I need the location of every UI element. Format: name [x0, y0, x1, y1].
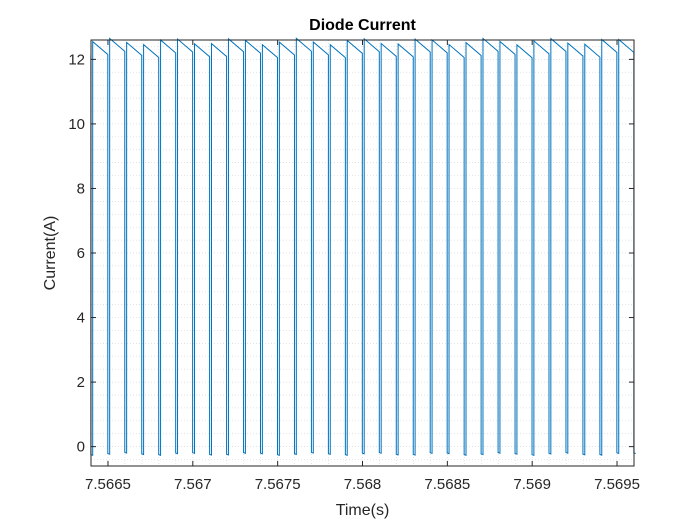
y-tick-label: 8 [77, 180, 85, 197]
x-tick-label: 7.5665 [85, 476, 131, 493]
x-tick-labels: 7.5665 7.567 7.5675 7.568 7.5685 7.569 7.5695 [85, 476, 640, 493]
x-tick-label: 7.569 [513, 476, 551, 493]
x-tick-label: 7.5675 [255, 476, 301, 493]
y-tick-label: 2 [77, 374, 85, 391]
y-tick-label: 6 [77, 245, 85, 262]
y-tick-label: 0 [77, 439, 85, 456]
y-tick-label: 4 [77, 310, 85, 327]
chart-title: Diode Current [309, 17, 416, 34]
series-layer [90, 37, 636, 457]
series-line-diode-current [90, 37, 636, 457]
tick-marks [91, 40, 634, 466]
x-tick-label: 7.5685 [424, 476, 470, 493]
x-tick-label: 7.567 [174, 476, 212, 493]
x-tick-label: 7.568 [344, 476, 382, 493]
x-tick-label: 7.5695 [594, 476, 640, 493]
y-tick-label: 10 [68, 116, 85, 133]
x-axis-label: Time(s) [336, 502, 390, 519]
y-tick-labels: 0 2 4 6 8 10 12 [68, 51, 85, 455]
y-axis-label: Current(A) [42, 216, 59, 291]
y-tick-label: 12 [68, 51, 85, 68]
